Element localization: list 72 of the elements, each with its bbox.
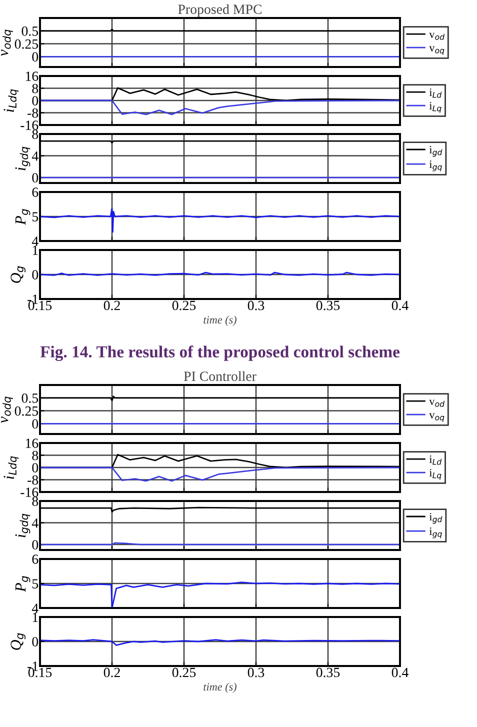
y-tick-label: -16 [20, 120, 38, 130]
y-tick-label: 4 [32, 518, 38, 528]
x-tick-label: 0.35 [316, 300, 340, 310]
legend-label: v$_{od}$ [429, 400, 445, 407]
text: i$_{gd}$ [429, 512, 442, 524]
y-tick-label: 6 [32, 554, 38, 564]
y-axis-title: i$_{Ldq}$ [4, 456, 19, 479]
y-tick-label: 5 [32, 579, 38, 588]
y-tick-label: 4 [32, 236, 38, 246]
y-tick-label: 0 [32, 173, 38, 183]
legend-label: v$_{oq}$ [429, 413, 444, 422]
y-tick-label: 0 [32, 463, 38, 472]
y-tick-label: -8 [28, 475, 38, 485]
x-tick-label: 0.4 [392, 300, 408, 310]
x-axis-title: time (s) [204, 682, 236, 693]
line-series [40, 100, 400, 116]
y-tick-label: 0.25 [14, 39, 38, 49]
y-tick-label: 0 [32, 270, 38, 280]
y-axis-title: i$_{gdq}$ [15, 514, 30, 538]
legend-label: v$_{oq}$ [429, 46, 444, 55]
y-axis-title: v$_{odq}$ [1, 30, 13, 56]
legend-label: i$_{gq}$ [429, 160, 442, 172]
x-tick-label: 0.3 [248, 300, 264, 310]
y-tick-label: 4 [32, 151, 38, 161]
line-series [40, 466, 400, 482]
y-axis-title: P$_{g}$ [15, 576, 30, 592]
text: i$_{Ld}$ [429, 455, 442, 465]
x-axis-title: time (s) [204, 316, 236, 326]
y-tick-label: 0 [32, 540, 38, 550]
legend-label: i$_{gq}$ [429, 528, 442, 538]
y-tick-label: -16 [20, 488, 38, 497]
y-axis-title: P$_{g}$ [15, 209, 30, 225]
y-tick-label: 6 [32, 188, 38, 197]
y-tick-label: -8 [28, 108, 38, 118]
y-tick-label: 0 [32, 419, 38, 429]
y-tick-label: 8 [32, 450, 38, 460]
text: i$_{Lq}$ [429, 102, 442, 113]
x-tick-label: 0.25 [172, 300, 196, 310]
y-tick-label: 4 [32, 604, 38, 613]
y-tick-label: 1 [32, 612, 38, 622]
caption: Fig. 14. The results of the proposed control scheme [40, 346, 400, 361]
y-tick-label: 5 [32, 212, 38, 222]
y-tick-label: 8 [32, 130, 38, 139]
y-tick-label: 0.5 [22, 26, 38, 36]
x-tick-label: 0.3 [248, 668, 264, 678]
y-axis-title: i$_{gdq}$ [15, 146, 30, 170]
y-tick-label: 16 [26, 72, 38, 81]
y-axis-title: Q$_{g}$ [10, 633, 26, 650]
y-tick-label: 1 [32, 246, 38, 255]
y-tick-label: 0 [32, 96, 38, 106]
text: i$_{Lq}$ [429, 468, 442, 480]
y-tick-label: 0.5 [22, 393, 38, 403]
y-tick-label: 0 [32, 637, 38, 646]
x-tick-label: 0.25 [172, 668, 196, 678]
y-tick-label: 8 [32, 496, 38, 506]
chart-title: Proposed MPC [178, 4, 262, 17]
chart-title: PI Controller [184, 371, 256, 381]
y-tick-label: 0.25 [14, 406, 38, 416]
text: i$_{gd}$ [429, 146, 442, 157]
y-axis-title: i$_{Ldq}$ [4, 89, 19, 112]
y-tick-label: 16 [26, 438, 38, 448]
x-tick-label: 0.35 [316, 668, 340, 678]
x-tick-label: 0.2 [104, 300, 120, 310]
x-tick-label: 0.4 [392, 668, 408, 678]
legend-label: v$_{od}$ [429, 32, 445, 40]
x-tick-label: 0.2 [104, 668, 120, 678]
y-tick-label: 8 [32, 84, 38, 94]
y-axis-title: Q$_{g}$ [10, 266, 26, 283]
y-tick-label: 0 [32, 52, 38, 62]
text: i$_{Ld}$ [429, 88, 442, 98]
y-axis-title: v$_{odq}$ [1, 396, 13, 424]
line-series [40, 208, 400, 233]
